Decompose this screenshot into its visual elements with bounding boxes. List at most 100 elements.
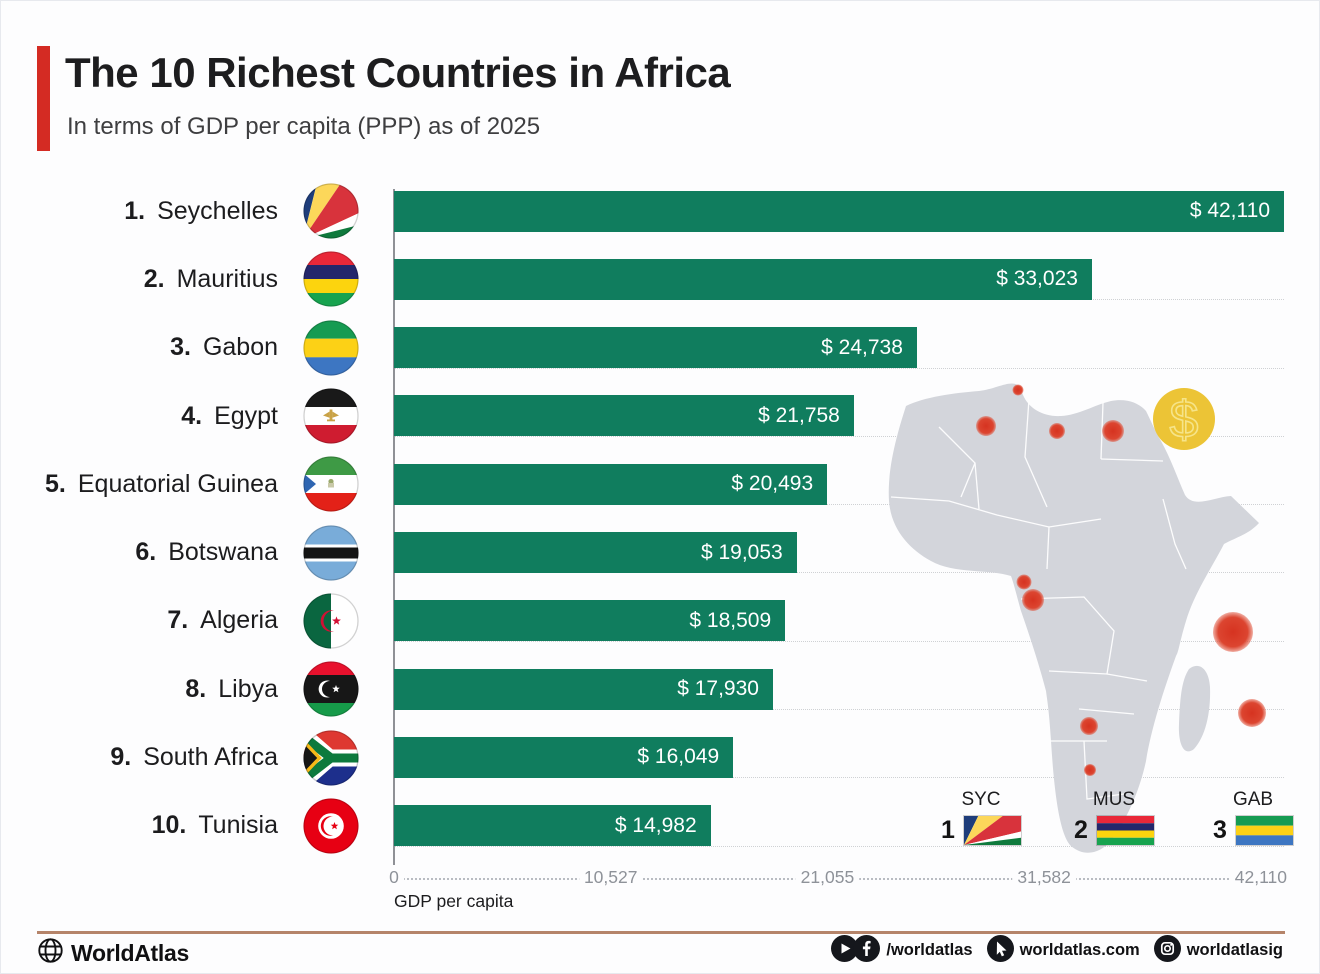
bar-track: $ 14,982 bbox=[394, 792, 1284, 860]
gdp-bar: $ 19,053 bbox=[394, 532, 797, 574]
legend-item-gab: GAB 3 bbox=[1203, 789, 1303, 845]
map-dot-libya bbox=[1049, 423, 1065, 439]
chart-baseline bbox=[393, 189, 395, 865]
egypt-flag-icon bbox=[303, 388, 359, 444]
x-axis-tick: 0 bbox=[384, 867, 404, 888]
bar-value-label: $ 42,110 bbox=[1189, 199, 1270, 223]
bar-value-label: $ 18,509 bbox=[689, 608, 772, 632]
bar-track: $ 33,023 bbox=[394, 245, 1284, 313]
chart-row: 5. Equatorial Guinea $ 20,493 bbox=[1, 450, 1284, 518]
map-dot-south-africa bbox=[1084, 764, 1096, 776]
gabon-flag-icon bbox=[1235, 816, 1293, 845]
rank-label: 8. bbox=[185, 674, 207, 703]
svg-text:$: $ bbox=[1170, 391, 1199, 449]
seychelles-flag-icon bbox=[303, 183, 359, 239]
country-label: Equatorial Guinea bbox=[77, 469, 278, 498]
rank-label: 9. bbox=[110, 743, 132, 772]
row-gridline bbox=[394, 777, 1284, 779]
country-label: Botswana bbox=[168, 538, 278, 567]
row-label: 4. Egypt bbox=[1, 402, 278, 431]
chart-row: 7. Algeria $ 18,509 bbox=[1, 587, 1284, 655]
map-dot-botswana bbox=[1080, 717, 1098, 735]
chart-row: 9. South Africa $ 16,049 bbox=[1, 723, 1284, 791]
x-axis-title: GDP per capita bbox=[394, 891, 514, 911]
algeria-flag-icon bbox=[303, 593, 359, 649]
bar-track: $ 17,930 bbox=[394, 655, 1284, 723]
x-axis-tick: 21,055 bbox=[795, 867, 860, 888]
social-link[interactable]: /worldatlas bbox=[831, 934, 973, 967]
bar-track: $ 24,738 bbox=[394, 314, 1284, 382]
bar-chart: 1. Seychelles $ 42,110 2. Mauritius $ 33,02… bbox=[1, 177, 1284, 860]
legend-code: SYC bbox=[961, 789, 1001, 810]
x-axis-tick: 31,582 bbox=[1012, 867, 1076, 888]
rank-label: 7. bbox=[167, 606, 189, 635]
chart-row: 4. Egypt $ 21,758 bbox=[1, 382, 1284, 450]
libya-flag-icon bbox=[303, 661, 359, 717]
title-accent-bar bbox=[37, 46, 50, 151]
gabon-flag-icon bbox=[303, 320, 359, 376]
gdp-bar: $ 24,738 bbox=[394, 327, 917, 369]
social-link[interactable]: worldatlasig bbox=[1153, 934, 1283, 967]
rank-label: 3. bbox=[170, 333, 191, 362]
gdp-bar: $ 42,110 bbox=[394, 190, 1284, 232]
rank-label: 10. bbox=[151, 811, 187, 840]
chart-row: 6. Botswana $ 19,053 bbox=[1, 518, 1284, 586]
rank-label: 5. bbox=[45, 469, 66, 498]
bar-track: $ 19,053 bbox=[394, 518, 1284, 586]
equatorial-guinea-flag-icon bbox=[303, 456, 359, 512]
row-label: 1. Seychelles bbox=[1, 197, 278, 226]
gdp-bar: $ 21,758 bbox=[394, 395, 854, 437]
map-dot-egypt bbox=[1102, 420, 1124, 442]
chart-row: 8. Libya $ 17,930 bbox=[1, 655, 1284, 723]
bar-value-label: $ 20,493 bbox=[731, 472, 814, 496]
globe-icon bbox=[37, 937, 64, 969]
social-label: worldatlasig bbox=[1186, 941, 1283, 959]
legend-item-syc: SYC 1 bbox=[931, 789, 1031, 845]
row-gridline bbox=[394, 504, 1284, 506]
legend-rank: 2 bbox=[1074, 816, 1088, 844]
bar-value-label: $ 24,738 bbox=[821, 335, 903, 359]
row-gridline bbox=[394, 709, 1284, 711]
row-gridline bbox=[394, 640, 1284, 642]
bar-track: $ 18,509 bbox=[394, 587, 1284, 655]
legend-item-mus: MUS 2 bbox=[1064, 789, 1164, 845]
social-links: /worldatlas worldatlas.com worldatlasig bbox=[831, 934, 1283, 967]
social-label: worldatlas.com bbox=[1019, 941, 1140, 959]
gdp-bar: $ 33,023 bbox=[394, 258, 1092, 300]
brand-name: WorldAtlas bbox=[71, 939, 189, 966]
bar-value-label: $ 19,053 bbox=[700, 540, 783, 564]
country-label: Gabon bbox=[202, 333, 278, 362]
social-link[interactable]: worldatlas.com bbox=[986, 934, 1140, 967]
map-dot-mauritius bbox=[1238, 699, 1266, 727]
legend-code: GAB bbox=[1232, 789, 1274, 810]
mauritius-flag-icon bbox=[303, 251, 359, 308]
country-label: Tunisia bbox=[198, 811, 278, 840]
gdp-bar: $ 17,930 bbox=[394, 668, 773, 710]
country-label: Libya bbox=[218, 674, 278, 703]
chart-row: 3. Gabon $ 24,738 bbox=[1, 314, 1284, 382]
country-label: Algeria bbox=[200, 606, 278, 635]
africa-landmass bbox=[888, 383, 1259, 853]
gdp-bar: $ 14,982 bbox=[394, 805, 711, 847]
x-axis-tick: 10,527 bbox=[578, 867, 643, 888]
row-gridline bbox=[394, 572, 1284, 574]
page-title: The 10 Richest Countries in Africa bbox=[65, 49, 731, 96]
row-label: 7. Algeria bbox=[1, 606, 278, 635]
africa-map bbox=[888, 383, 1259, 853]
brand-logo[interactable]: WorldAtlas bbox=[37, 937, 189, 969]
country-label: Egypt bbox=[214, 401, 278, 430]
row-label: 2. Mauritius bbox=[1, 265, 278, 294]
country-label: South Africa bbox=[143, 743, 278, 772]
row-label: 3. Gabon bbox=[1, 333, 278, 362]
bar-track: $ 20,493 bbox=[394, 450, 1284, 518]
rank-label: 4. bbox=[181, 401, 203, 430]
bar-track: $ 42,110 bbox=[394, 177, 1284, 245]
gdp-bar: $ 20,493 bbox=[394, 463, 828, 505]
social-label: /worldatlas bbox=[886, 941, 973, 959]
chart-row: 2. Mauritius $ 33,023 bbox=[1, 245, 1284, 313]
rank-label: 1. bbox=[124, 196, 146, 225]
instagram-icon bbox=[1153, 934, 1181, 967]
row-label: 9. South Africa bbox=[1, 743, 278, 772]
rank-label: 6. bbox=[135, 538, 157, 567]
